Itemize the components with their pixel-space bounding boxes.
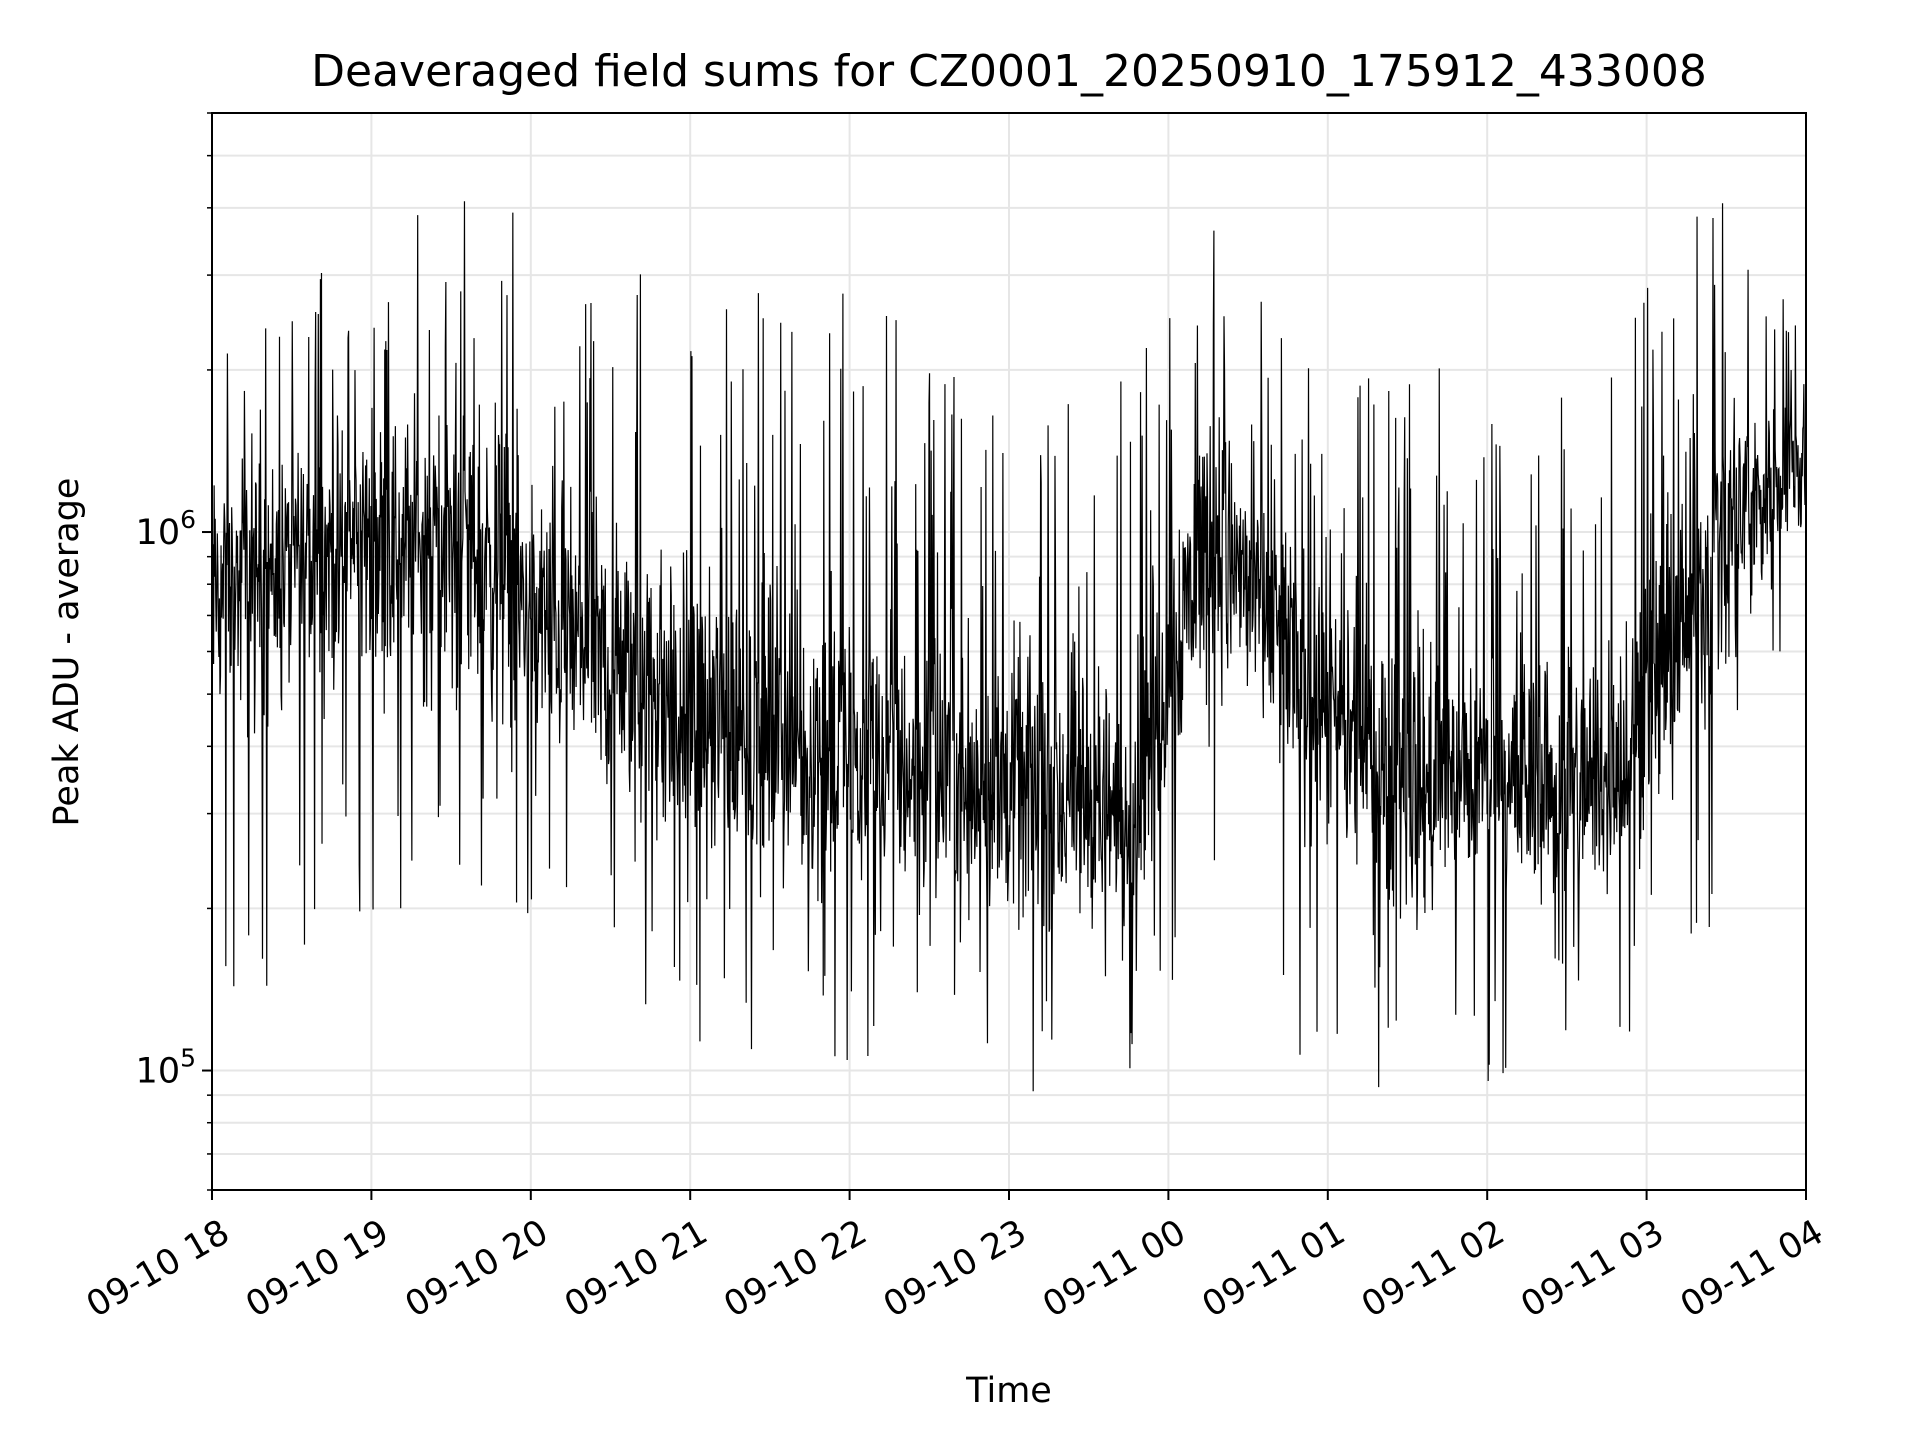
y-tick-label: 105 — [136, 1044, 196, 1092]
chart-title: Deaveraged field sums for CZ0001_2025091… — [311, 46, 1707, 97]
y-axis-label: Peak ADU - average — [47, 478, 87, 827]
series-line — [211, 201, 1807, 1092]
y-tick-label: 106 — [136, 505, 196, 553]
ticks — [202, 112, 1807, 1200]
x-axis-label: Time — [965, 1371, 1052, 1411]
series-line-layer — [211, 201, 1807, 1092]
